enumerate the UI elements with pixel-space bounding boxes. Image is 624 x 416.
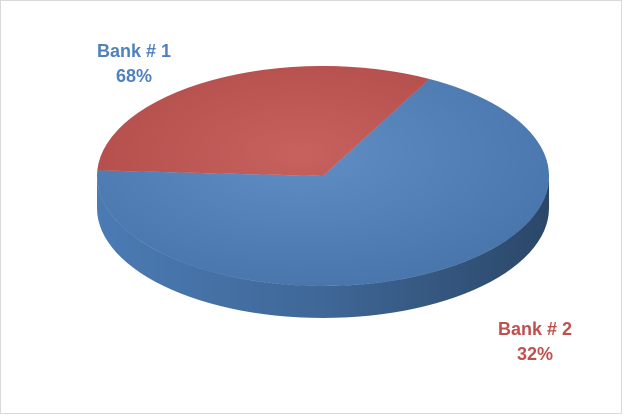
label-bank-1-name: Bank # 1 [96, 41, 172, 61]
label-bank-2: Bank # 2 32% [487, 317, 583, 367]
pie-top-faces [97, 66, 550, 287]
label-bank-1-value: 68% [115, 66, 153, 86]
label-bank-2-name: Bank # 2 [497, 319, 573, 339]
label-bank-1: Bank # 1 68% [89, 39, 179, 89]
pie-top-highlight [97, 66, 549, 286]
label-bank-2-value: 32% [516, 344, 554, 364]
slice-side-1 [97, 176, 549, 318]
pie-side-walls [97, 176, 549, 318]
